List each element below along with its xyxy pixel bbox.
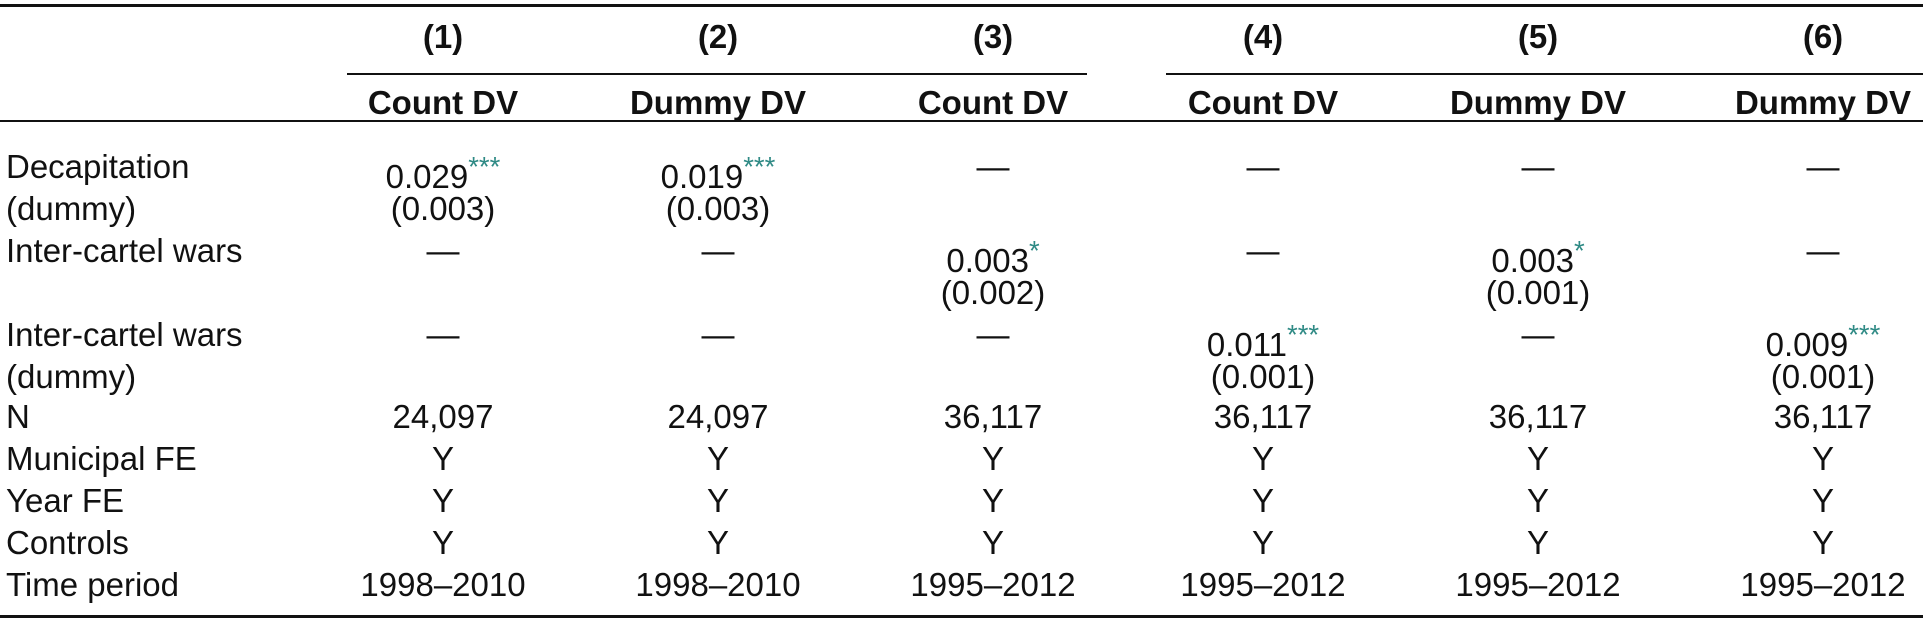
controls-cell: Y: [1811, 524, 1834, 561]
fe-cell: Y: [706, 440, 729, 477]
column-number: (3): [972, 18, 1014, 55]
row-label-year-fe: Year FE: [6, 482, 125, 519]
row-label-n: N: [6, 398, 30, 435]
se-cell: (0.002): [940, 274, 1046, 311]
empty-dash: —: [426, 316, 460, 353]
row-label-time-period: Time period: [6, 566, 180, 603]
fe-cell: Y: [1526, 482, 1549, 519]
coef-cell: 0.029***: [385, 151, 501, 195]
fe-cell: Y: [1251, 482, 1274, 519]
row-label-controls: Controls: [6, 524, 129, 561]
fe-cell: Y: [1526, 440, 1549, 477]
controls-cell: Y: [1526, 524, 1549, 561]
top-rule: [0, 4, 1923, 7]
column-number: (2): [697, 18, 739, 55]
column-dv-label: Count DV: [917, 84, 1069, 121]
empty-dash: —: [701, 316, 735, 353]
coef-cell: 0.003*: [1491, 235, 1585, 279]
header-rule: [0, 120, 1923, 122]
n-cell: 24,097: [392, 398, 494, 435]
n-cell: 36,117: [943, 398, 1043, 435]
row-label-municipal-fe: Municipal FE: [6, 440, 197, 477]
fe-cell: Y: [706, 482, 729, 519]
period-cell: 1995–2012: [910, 566, 1076, 603]
fe-cell: Y: [981, 482, 1004, 519]
period-cell: 1995–2012: [1455, 566, 1621, 603]
period-cell: 1995–2012: [1740, 566, 1906, 603]
fe-cell: Y: [1811, 482, 1834, 519]
n-cell: 36,117: [1213, 398, 1313, 435]
column-group-rule-left: [347, 73, 1087, 75]
empty-dash: —: [426, 232, 460, 269]
controls-cell: Y: [706, 524, 729, 561]
se-cell: (0.001): [1210, 358, 1316, 395]
n-cell: 36,117: [1773, 398, 1873, 435]
coef-cell: 0.019***: [660, 151, 776, 195]
column-dv-label: Count DV: [1187, 84, 1339, 121]
row-label-decapitation: Decapitation: [6, 148, 190, 185]
empty-dash: —: [976, 316, 1010, 353]
controls-cell: Y: [1251, 524, 1274, 561]
significance-stars: *: [1028, 235, 1040, 266]
row-label-inter-cartel-wars-dummy-sub: (dummy): [6, 358, 137, 395]
coef-cell: 0.003*: [946, 235, 1040, 279]
column-group-rule-right: [1166, 73, 1923, 75]
controls-cell: Y: [981, 524, 1004, 561]
empty-dash: —: [1246, 232, 1280, 269]
n-cell: 24,097: [667, 398, 769, 435]
significance-stars: ***: [743, 151, 776, 182]
empty-dash: —: [1246, 148, 1280, 185]
coef-cell: 0.011***: [1206, 319, 1320, 363]
fe-cell: Y: [431, 482, 454, 519]
empty-dash: —: [701, 232, 735, 269]
fe-cell: Y: [1251, 440, 1274, 477]
column-number: (1): [422, 18, 464, 55]
se-cell: (0.001): [1485, 274, 1591, 311]
fe-cell: Y: [431, 440, 454, 477]
column-dv-label: Dummy DV: [1449, 84, 1627, 121]
fe-cell: Y: [1811, 440, 1834, 477]
se-cell: (0.003): [665, 190, 771, 227]
column-number: (4): [1242, 18, 1284, 55]
row-label-inter-cartel-wars: Inter-cartel wars: [6, 232, 243, 269]
significance-stars: ***: [1848, 319, 1881, 350]
n-cell: 36,117: [1488, 398, 1588, 435]
period-cell: 1995–2012: [1180, 566, 1346, 603]
se-cell: (0.003): [390, 190, 496, 227]
bottom-rule: [0, 615, 1923, 618]
column-dv-label: Dummy DV: [1734, 84, 1912, 121]
empty-dash: —: [1806, 232, 1840, 269]
coef-cell: 0.009***: [1765, 319, 1881, 363]
significance-stars: *: [1573, 235, 1585, 266]
se-cell: (0.001): [1770, 358, 1876, 395]
empty-dash: —: [1806, 148, 1840, 185]
row-label-inter-cartel-wars-dummy: Inter-cartel wars: [6, 316, 243, 353]
period-cell: 1998–2010: [360, 566, 526, 603]
fe-cell: Y: [981, 440, 1004, 477]
controls-cell: Y: [431, 524, 454, 561]
column-dv-label: Dummy DV: [629, 84, 807, 121]
column-number: (5): [1517, 18, 1559, 55]
row-label-decapitation-sub: (dummy): [6, 190, 137, 227]
empty-dash: —: [1521, 148, 1555, 185]
empty-dash: —: [1521, 316, 1555, 353]
column-number: (6): [1802, 18, 1844, 55]
period-cell: 1998–2010: [635, 566, 801, 603]
column-dv-label: Count DV: [367, 84, 519, 121]
empty-dash: —: [976, 148, 1010, 185]
significance-stars: ***: [1287, 319, 1320, 350]
significance-stars: ***: [468, 151, 501, 182]
